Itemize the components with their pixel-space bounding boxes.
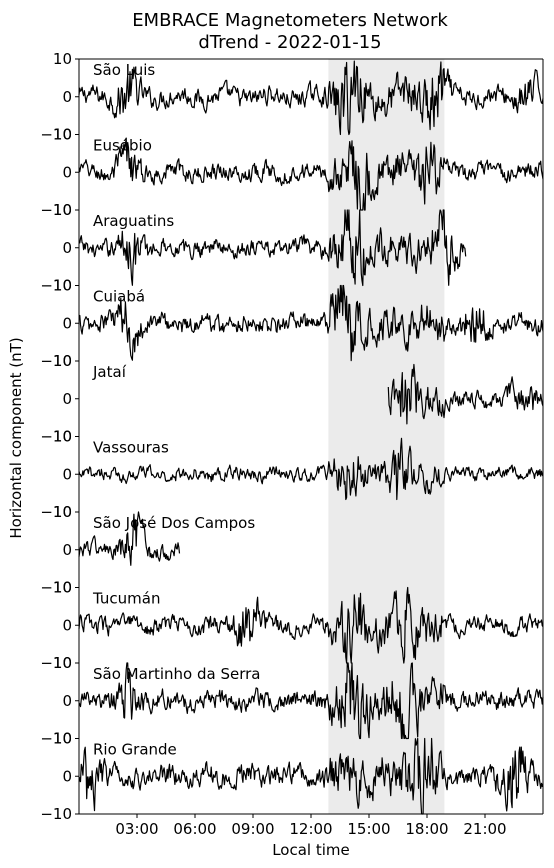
station-label: Vassouras — [93, 439, 169, 457]
y-tick-label: 10 — [53, 503, 72, 521]
station-trace — [78, 209, 467, 287]
x-tick-label: 18:00 — [405, 820, 448, 838]
y-tick-label: 10 — [53, 352, 72, 370]
y-tick-label: 10 — [53, 201, 72, 219]
station-trace — [78, 284, 544, 362]
station-label: Eusébio — [93, 137, 152, 155]
y-tick-label: −10 — [40, 579, 72, 597]
x-tick-label: 21:00 — [463, 820, 506, 838]
y-tick-label: 0 — [62, 88, 72, 106]
x-axis: 03:00 06:00 09:00 12:00 15:00 18:00 21:00 — [79, 813, 543, 838]
y-tick-label: 0 — [62, 239, 72, 257]
y-tick-label: −10 — [40, 126, 72, 144]
x-tick-label: 06:00 — [173, 820, 216, 838]
chart-title: EMBRACE Magnetometers Network — [132, 10, 448, 31]
y-tick-label: −10 — [40, 428, 72, 446]
station-panel: 10 0 −10 Tucumán — [40, 579, 544, 672]
y-tick-label: 10 — [53, 654, 72, 672]
y-tick-label: −10 — [40, 352, 72, 370]
station-label: Tucumán — [92, 590, 160, 608]
y-tick-label: 0 — [62, 163, 72, 181]
y-tick-label: −10 — [40, 503, 72, 521]
station-trace — [78, 586, 544, 664]
y-tick-label: −10 — [40, 805, 72, 823]
x-axis-label: Local time — [272, 841, 350, 859]
station-label: São Luis — [93, 61, 155, 79]
station-trace — [387, 363, 544, 425]
y-axis-label: Horizontal component (nT) — [7, 337, 25, 538]
station-label: Rio Grande — [93, 741, 177, 759]
y-tick-label: −10 — [40, 277, 72, 295]
chart-subtitle: dTrend - 2022-01-15 — [198, 32, 381, 53]
station-trace — [78, 662, 544, 740]
station-label: São José Dos Campos — [93, 514, 255, 532]
y-tick-label: 0 — [62, 465, 72, 483]
y-tick-label: 0 — [62, 692, 72, 710]
station-trace — [78, 60, 544, 136]
y-tick-label: 10 — [53, 730, 72, 748]
y-tick-label: 10 — [53, 579, 72, 597]
y-tick-label: 0 — [62, 541, 72, 559]
y-tick-label: 0 — [62, 314, 72, 332]
x-tick-label: 15:00 — [347, 820, 390, 838]
station-panel: 10 0 −10 São José Dos Campos — [40, 503, 255, 597]
station-panel: 10 0 −10 Rio Grande — [40, 730, 544, 823]
y-tick-label: 0 — [62, 616, 72, 634]
station-label: Araguatins — [93, 212, 174, 230]
station-trace — [78, 137, 544, 211]
station-panel: 10 0 −10 Araguatins — [40, 201, 467, 295]
station-label: Jataí — [92, 363, 127, 381]
x-tick-label: 09:00 — [231, 820, 274, 838]
station-panel: 10 0 −10 São Luis — [40, 50, 544, 144]
station-panel: 10 0 −10 Eusébio — [40, 126, 544, 219]
x-tick-label: 12:00 — [289, 820, 332, 838]
station-label: Cuiabá — [93, 288, 145, 306]
y-tick-label: 10 — [53, 50, 72, 68]
station-label: São Martinho da Serra — [93, 665, 260, 683]
y-tick-label: 0 — [62, 767, 72, 785]
station-trace — [78, 437, 544, 501]
y-tick-label: −10 — [40, 201, 72, 219]
station-panels: 10 0 −10 São Luis 10 0 −10 Eusébio 10 0 −10 Araguat… — [40, 50, 544, 823]
station-panel: 10 0 −10 Jataí — [40, 352, 544, 446]
y-tick-label: −10 — [40, 730, 72, 748]
station-panel: 10 0 −10 São Martinho da Serra — [40, 654, 544, 748]
y-tick-label: −10 — [40, 654, 72, 672]
y-tick-label: 10 — [53, 277, 72, 295]
y-tick-label: 10 — [53, 126, 72, 144]
x-tick-label: 03:00 — [115, 820, 158, 838]
station-trace — [78, 511, 181, 566]
station-trace — [78, 737, 544, 815]
station-panel: 10 0 −10 Vassouras — [40, 428, 544, 521]
station-panel: 10 0 −10 Cuiabá — [40, 277, 544, 370]
y-tick-label: 0 — [62, 390, 72, 408]
y-tick-label: 10 — [53, 428, 72, 446]
